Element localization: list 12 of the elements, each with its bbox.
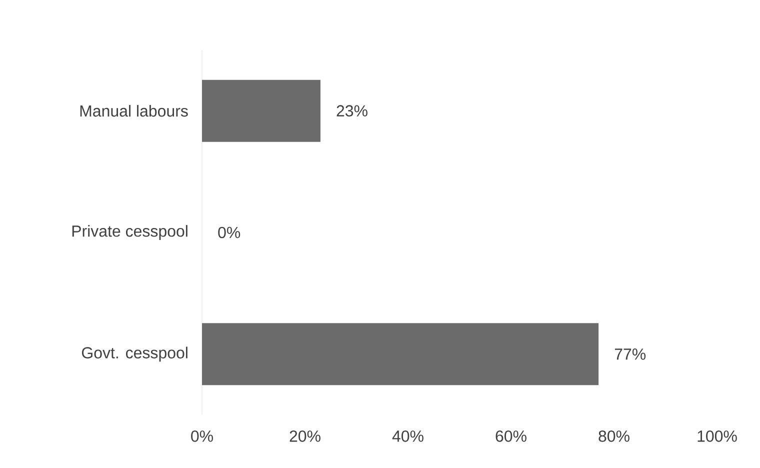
data-label: 0% <box>218 226 240 238</box>
x-tick-label: 60% <box>496 430 526 442</box>
x-tick-label: 40% <box>392 430 424 442</box>
x-tick-label: 100% <box>698 430 737 442</box>
x-tick-label: 80% <box>598 430 630 442</box>
x-tick-label: 0% <box>191 430 213 442</box>
data-label: 77% <box>614 348 646 360</box>
x-tick-label: 20% <box>290 430 320 442</box>
y-tick-label: Govt. cesspool <box>82 346 188 362</box>
data-label: 23% <box>336 105 368 116</box>
y-tick-label: Private cesspool <box>72 225 188 240</box>
y-tick-label: Manual labours <box>80 104 188 117</box>
